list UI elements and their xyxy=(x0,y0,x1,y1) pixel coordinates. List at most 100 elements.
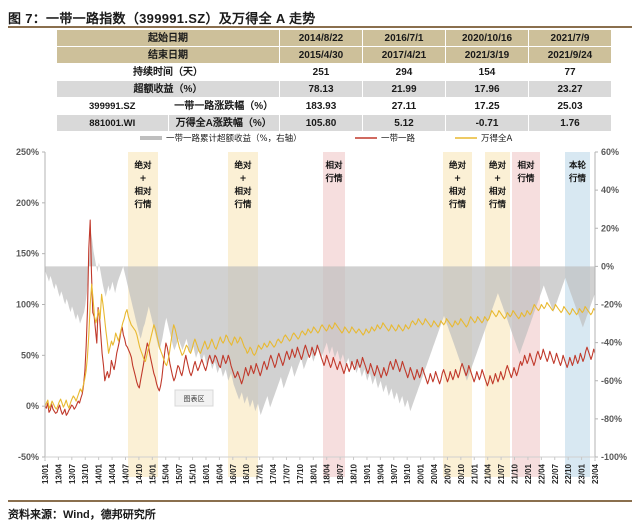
x-axis-tick-label: 15/10 xyxy=(189,463,198,484)
table-cell-value: 77 xyxy=(528,63,612,81)
table-cell-value: 2015/4/30 xyxy=(279,46,363,64)
legend-label: 一带一路 xyxy=(381,133,416,144)
table-row-label: 结束日期 xyxy=(56,46,280,64)
x-axis-tick-label: 19/04 xyxy=(376,463,385,484)
table-cell-value: 17.96 xyxy=(445,80,529,98)
left-axis-tick-label: 50% xyxy=(21,350,39,360)
x-axis-tick-label: 18/07 xyxy=(336,463,345,484)
chart-band-label: 相对 xyxy=(325,160,343,171)
x-axis-tick-label: 21/01 xyxy=(470,463,479,484)
table-row-label: 一带一路涨跌幅（%） xyxy=(167,97,280,115)
x-axis-tick-label: 18/01 xyxy=(309,463,318,484)
chart-band-label: + xyxy=(239,174,246,184)
chart-band-label: 相对 xyxy=(449,186,467,197)
table-cell-value: 105.80 xyxy=(279,114,363,132)
x-axis-tick-label: 21/04 xyxy=(484,463,493,484)
chart-band-label: + xyxy=(494,174,501,184)
chart-band-label: 本轮 xyxy=(569,160,587,171)
source-note: 资料来源：Wind，德邦研究所 xyxy=(8,509,156,521)
table-cell-value: 2014/8/22 xyxy=(279,29,363,47)
x-axis-tick-label: 20/01 xyxy=(417,463,426,484)
right-axis-tick-label: -20% xyxy=(601,300,622,310)
right-axis-tick-label: 20% xyxy=(601,223,619,233)
x-axis-tick-label: 14/10 xyxy=(135,463,144,484)
x-axis-tick-label: 16/01 xyxy=(202,463,211,484)
table-row-label: 万得全A涨跌幅（%） xyxy=(167,114,280,132)
x-axis-tick-label: 17/01 xyxy=(256,463,265,484)
chart-band-label: + xyxy=(454,174,461,184)
table-row: 881001.WI 万得全A涨跌幅（%） 105.80 5.12 -0.71 1.76 xyxy=(56,114,612,132)
right-axis-tick-label: 0% xyxy=(601,261,614,271)
x-axis-tick-label: 16/10 xyxy=(242,463,251,484)
chart-band-label: 相对 xyxy=(517,160,535,171)
x-axis-tick-label: 16/07 xyxy=(229,463,238,484)
table-cell-value: 27.11 xyxy=(362,97,446,115)
chart-area-watermark-label: 图表区 xyxy=(184,394,205,403)
table-cell-value: 154 xyxy=(445,63,529,81)
table-cell-value: 78.13 xyxy=(279,80,363,98)
x-axis-tick-label: 20/10 xyxy=(457,463,466,484)
chart-band-label: 行情 xyxy=(324,173,343,184)
left-axis-tick-label: -50% xyxy=(18,452,39,462)
chart-band-label: 行情 xyxy=(568,173,587,184)
table-cell-value: 2016/7/1 xyxy=(362,29,446,47)
table-row-label: 起始日期 xyxy=(56,29,280,47)
table-cell-value: 294 xyxy=(362,63,446,81)
right-axis-tick-label: -60% xyxy=(601,376,622,386)
table-cell-value: 2021/3/19 xyxy=(445,46,529,64)
legend-label: 一带一路累计超额收益（%，右轴） xyxy=(166,133,302,144)
x-axis-tick-label: 13/01 xyxy=(41,463,50,484)
table-row: 结束日期 2015/4/30 2017/4/21 2021/3/19 2021/9/24 xyxy=(56,46,612,64)
x-axis-tick-label: 15/07 xyxy=(175,463,184,484)
x-axis-tick-label: 13/10 xyxy=(81,463,90,484)
table-row: 持续时间（天） 251 294 154 77 xyxy=(56,63,612,81)
table-cell-value: 2017/4/21 xyxy=(362,46,446,64)
x-axis-tick-label: 17/10 xyxy=(296,463,305,484)
chart-band-label: 绝对 xyxy=(234,160,252,171)
x-axis-tick-label: 19/10 xyxy=(403,463,412,484)
x-axis-tick-label: 22/01 xyxy=(524,463,533,484)
source-divider xyxy=(8,500,632,502)
chart-band-label: 绝对 xyxy=(134,160,152,171)
page-title: 图 7：一带一路指数（399991.SZ）及万得全 A 走势 xyxy=(8,11,316,26)
x-axis-tick-label: 18/10 xyxy=(350,463,359,484)
x-axis-tick-label: 13/04 xyxy=(54,463,63,484)
x-axis-tick-label: 15/04 xyxy=(162,463,171,484)
chart-band-label: 相对 xyxy=(134,186,152,197)
index-trend-chart: 绝对+相对行情绝对+相对行情相对行情绝对+相对行情绝对+相对行情相对行情本轮行情… xyxy=(16,133,627,484)
series-line-wind-all-a xyxy=(44,283,596,410)
x-axis-tick-label: 17/07 xyxy=(283,463,292,484)
table-cell-value: -0.71 xyxy=(445,114,529,132)
right-axis-tick-label: 40% xyxy=(601,185,619,195)
table-cell-value: 1.76 xyxy=(528,114,612,132)
left-axis-tick-label: 0% xyxy=(26,401,39,411)
table-cell-value: 5.12 xyxy=(362,114,446,132)
chart-area: 绝对 + 相对 行情 绝对 + 相对 行情 相对 行情 绝对 + 相对 行情 绝对 + 相对 行情 相对 行情 本轮 行情… xyxy=(0,132,640,498)
table-row-label: 超额收益（%） xyxy=(56,80,280,98)
table-cell-value: 183.93 xyxy=(279,97,363,115)
x-axis-tick-label: 23/01 xyxy=(578,463,587,484)
x-axis-tick-label: 14/01 xyxy=(95,463,104,484)
table-cell-value: 2021/7/9 xyxy=(528,29,612,47)
left-axis-tick-label: 250% xyxy=(16,147,39,157)
summary-table: 起始日期 2014/8/22 2016/7/1 2020/10/16 2021/7/9 结… xyxy=(56,29,612,132)
x-axis-tick-label: 20/04 xyxy=(430,463,439,484)
chart-band-label: 绝对 xyxy=(489,160,507,171)
x-axis-tick-label: 21/10 xyxy=(511,463,520,484)
table-row: 超额收益（%） 78.13 21.99 17.96 23.27 xyxy=(56,80,612,98)
x-axis-tick-label: 14/07 xyxy=(122,463,131,484)
excess-return-area xyxy=(45,232,595,416)
x-axis-tick-label: 18/04 xyxy=(323,463,332,484)
table-row-code: 399991.SZ xyxy=(56,97,169,115)
x-axis-tick-label: 16/04 xyxy=(215,463,224,484)
table-cell-value: 251 xyxy=(279,63,363,81)
chart-band-label: 行情 xyxy=(488,199,507,210)
table-row-code: 881001.WI xyxy=(56,114,169,132)
table-cell-value: 2020/10/16 xyxy=(445,29,529,47)
chart-band-label: 相对 xyxy=(234,186,252,197)
x-axis-tick-label: 19/07 xyxy=(390,463,399,484)
chart-band-label: 行情 xyxy=(516,173,535,184)
legend-label: 万得全A xyxy=(481,133,513,144)
chart-band-label: 行情 xyxy=(133,199,152,210)
table-row: 起始日期 2014/8/22 2016/7/1 2020/10/16 2021/7/9 xyxy=(56,29,612,47)
